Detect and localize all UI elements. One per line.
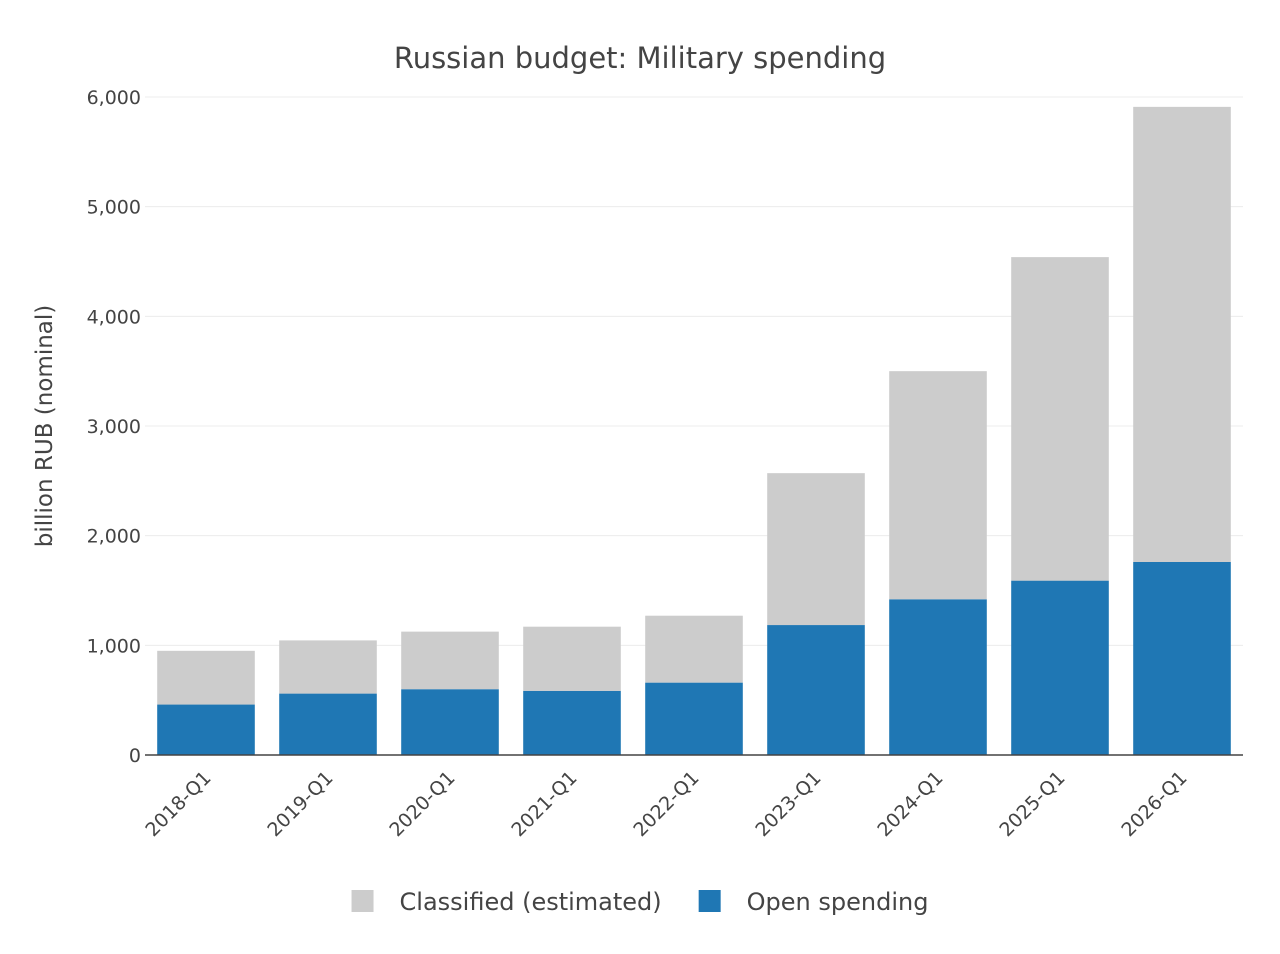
legend-swatch [698,890,721,912]
x-tick-label: 2024-Q1 [873,767,947,841]
bar-classified-estimated [523,626,621,691]
bar-open-spending [889,599,987,755]
bar-classified-estimated [889,371,987,600]
bar-open-spending [1011,580,1109,755]
x-tick-label: 2022-Q1 [629,767,703,841]
y-tick-label: 4,000 [87,306,141,328]
chart-title: Russian budget: Military spending [394,41,886,75]
y-tick-label: 3,000 [87,416,141,438]
legend-item[interactable]: Classified (estimated) [351,888,662,916]
x-tick-label: 2020-Q1 [385,767,459,841]
bar-open-spending [401,689,499,755]
bar-open-spending [767,625,865,755]
bar-open-spending [279,693,377,755]
y-tick-label: 5,000 [87,197,141,219]
x-tick-label: 2026-Q1 [1117,767,1191,841]
bar-classified-estimated [1133,106,1231,562]
legend-label: Classified (estimated) [400,888,662,916]
bar-open-spending [645,682,743,755]
bar-classified-estimated [645,615,743,683]
bar-classified-estimated [1011,257,1109,581]
y-tick-label: 0 [129,745,141,767]
legend-label: Open spending [747,888,929,916]
legend-swatch [351,890,374,912]
x-tick-label: 2023-Q1 [751,767,825,841]
x-tick-label: 2021-Q1 [507,767,581,841]
bars [157,106,1231,755]
x-tick-label: 2019-Q1 [263,767,337,841]
bar-classified-estimated [279,640,377,694]
bar-open-spending [523,690,621,755]
bar-classified-estimated [157,650,255,705]
y-tick-label: 1,000 [87,635,141,657]
legend-item[interactable]: Open spending [698,888,929,916]
y-tick-label: 2,000 [87,526,141,548]
bar-classified-estimated [767,473,865,626]
y-axis-label: billion RUB (nominal) [32,305,58,547]
x-tick-label: 2018-Q1 [141,767,215,841]
bar-open-spending [157,704,255,755]
x-tick-label: 2025-Q1 [995,767,1069,841]
bar-open-spending [1133,561,1231,755]
y-tick-label: 6,000 [87,87,141,109]
legend: Classified (estimated) Open spending [351,888,929,916]
bar-classified-estimated [401,631,499,690]
